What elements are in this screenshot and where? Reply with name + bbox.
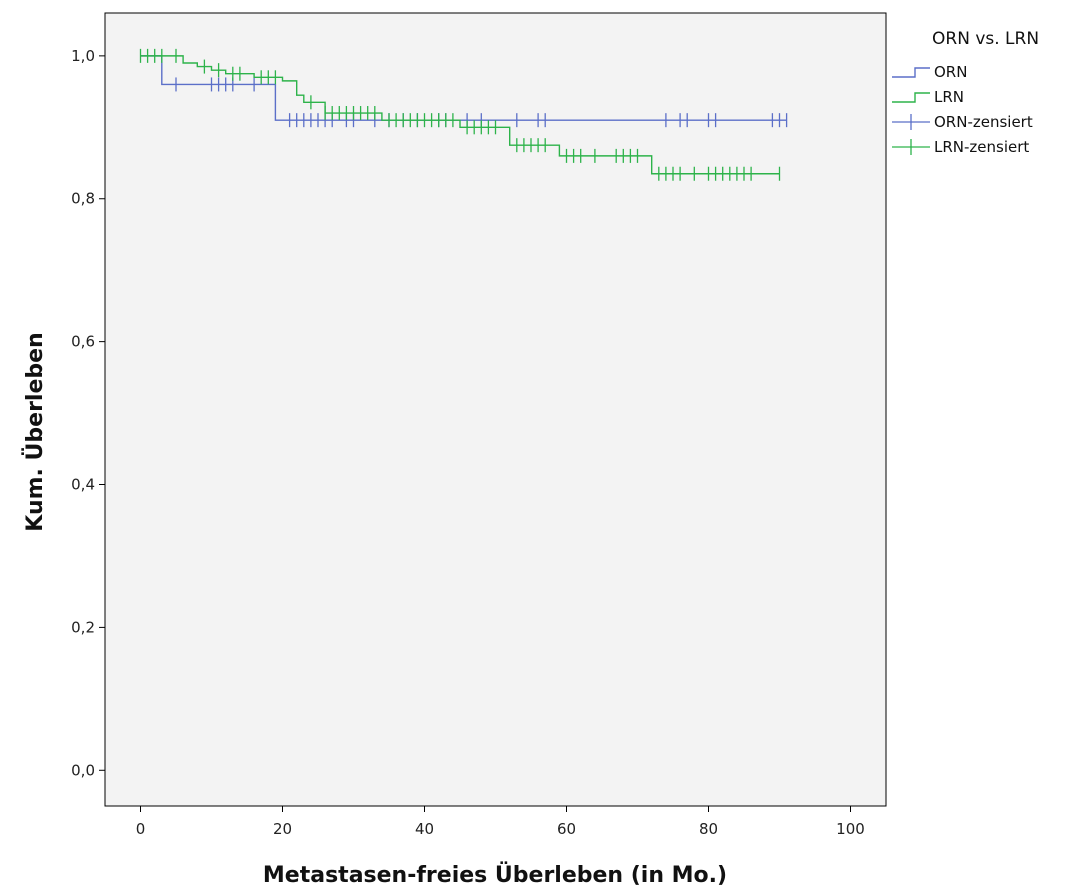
legend-entry-label: ORN-zensiert	[934, 113, 1033, 131]
x-axis-title: Metastasen-freies Überleben (in Mo.)	[263, 862, 727, 888]
axis-ticks: 0 20 40 60 80 100 0,0 0,2 0,4 0,6 0,8 1,0	[71, 47, 865, 838]
x-tick-label: 20	[273, 820, 292, 838]
y-tick-label: 0,0	[71, 761, 95, 779]
legend-title: ORN vs. LRN	[932, 29, 1039, 49]
legend-symbol-step	[892, 92, 930, 103]
x-tick-label: 80	[699, 820, 718, 838]
plot-area	[104, 12, 887, 807]
x-tick-label: 40	[415, 820, 434, 838]
legend-symbol-step	[892, 67, 930, 78]
y-axis-title: Kum. Überleben	[22, 332, 48, 531]
x-tick-label: 60	[557, 820, 576, 838]
lrn-survival-line	[140, 55, 780, 175]
y-tick-label: 1,0	[71, 47, 95, 65]
x-tick-label: 100	[836, 820, 865, 838]
y-tick-label: 0,4	[71, 476, 95, 494]
legend-entry-label: LRN-zensiert	[934, 138, 1029, 156]
y-tick-label: 0,6	[71, 333, 95, 351]
x-tick-label: 0	[136, 820, 146, 838]
y-tick-label: 0,2	[71, 618, 95, 636]
y-tick-label: 0,8	[71, 190, 95, 208]
legend-entry-label: LRN	[934, 88, 964, 106]
legend: ORN vs. LRN ORN LRN ORN-zensiert LRN-zensie…	[892, 29, 1039, 156]
legend-entry-label: ORN	[934, 63, 967, 81]
series-layer	[139, 48, 788, 181]
